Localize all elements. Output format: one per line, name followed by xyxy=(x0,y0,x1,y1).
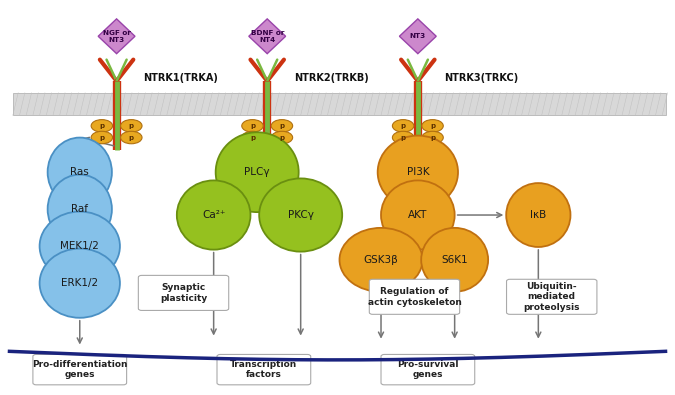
Circle shape xyxy=(422,131,443,144)
FancyBboxPatch shape xyxy=(138,275,229,310)
Ellipse shape xyxy=(259,179,342,252)
Ellipse shape xyxy=(378,135,458,209)
Text: p: p xyxy=(279,123,284,129)
Text: PI3K: PI3K xyxy=(406,167,429,177)
Text: Ras: Ras xyxy=(70,167,89,177)
Text: p: p xyxy=(400,135,406,141)
Ellipse shape xyxy=(40,248,120,318)
Circle shape xyxy=(422,120,443,132)
Text: p: p xyxy=(99,135,105,141)
Circle shape xyxy=(121,131,142,144)
Text: ERK1/2: ERK1/2 xyxy=(61,278,99,288)
Circle shape xyxy=(91,120,113,132)
Ellipse shape xyxy=(421,228,488,292)
Ellipse shape xyxy=(506,183,570,247)
Text: Synaptic
plasticity: Synaptic plasticity xyxy=(160,283,207,303)
Circle shape xyxy=(271,120,293,132)
Circle shape xyxy=(271,131,293,144)
Text: PLCγ: PLCγ xyxy=(244,167,270,177)
Text: p: p xyxy=(400,123,406,129)
Ellipse shape xyxy=(177,181,250,250)
Text: AKT: AKT xyxy=(408,210,427,220)
Ellipse shape xyxy=(48,137,112,207)
Text: Regulation of
actin cytoskeleton: Regulation of actin cytoskeleton xyxy=(368,287,462,307)
Text: p: p xyxy=(279,135,284,141)
Text: Raf: Raf xyxy=(72,204,88,214)
FancyBboxPatch shape xyxy=(381,354,475,385)
Text: NTRK3(TRKC): NTRK3(TRKC) xyxy=(445,73,519,83)
Text: BDNF or
NT4: BDNF or NT4 xyxy=(250,30,284,43)
Text: p: p xyxy=(430,123,435,129)
Ellipse shape xyxy=(381,181,455,250)
Text: Ca²⁺: Ca²⁺ xyxy=(202,210,225,220)
Text: NTRK1(TRKA): NTRK1(TRKA) xyxy=(143,73,218,83)
Circle shape xyxy=(121,120,142,132)
Text: IκB: IκB xyxy=(530,210,547,220)
FancyBboxPatch shape xyxy=(369,279,460,314)
Text: Pro-survival
genes: Pro-survival genes xyxy=(397,360,458,379)
Text: GSK3β: GSK3β xyxy=(364,255,398,265)
Text: MEK1/2: MEK1/2 xyxy=(60,241,99,251)
Ellipse shape xyxy=(215,132,298,212)
Text: p: p xyxy=(250,123,255,129)
Text: NT3: NT3 xyxy=(410,33,426,39)
Text: Transcription
factors: Transcription factors xyxy=(230,360,298,379)
Text: p: p xyxy=(430,135,435,141)
Circle shape xyxy=(242,131,263,144)
Text: p: p xyxy=(250,135,255,141)
Circle shape xyxy=(392,120,414,132)
FancyBboxPatch shape xyxy=(33,354,127,385)
Text: p: p xyxy=(99,123,105,129)
Circle shape xyxy=(392,131,414,144)
Polygon shape xyxy=(249,19,286,54)
Ellipse shape xyxy=(340,228,423,292)
Bar xyxy=(13,93,666,115)
Circle shape xyxy=(91,131,113,144)
Ellipse shape xyxy=(48,175,112,244)
Text: Ubiquitin-
mediated
proteolysis: Ubiquitin- mediated proteolysis xyxy=(524,282,580,312)
Circle shape xyxy=(242,120,263,132)
FancyBboxPatch shape xyxy=(506,279,597,314)
Text: Pro-differentiation
genes: Pro-differentiation genes xyxy=(32,360,128,379)
Text: PKCγ: PKCγ xyxy=(288,210,314,220)
Text: p: p xyxy=(129,123,134,129)
Polygon shape xyxy=(400,19,436,54)
Text: NTRK2(TRKB): NTRK2(TRKB) xyxy=(294,73,369,83)
Ellipse shape xyxy=(40,212,120,281)
Text: S6K1: S6K1 xyxy=(441,255,468,265)
Text: p: p xyxy=(129,135,134,141)
Polygon shape xyxy=(98,19,135,54)
FancyBboxPatch shape xyxy=(217,354,310,385)
Text: NGF or
NT3: NGF or NT3 xyxy=(103,30,130,43)
